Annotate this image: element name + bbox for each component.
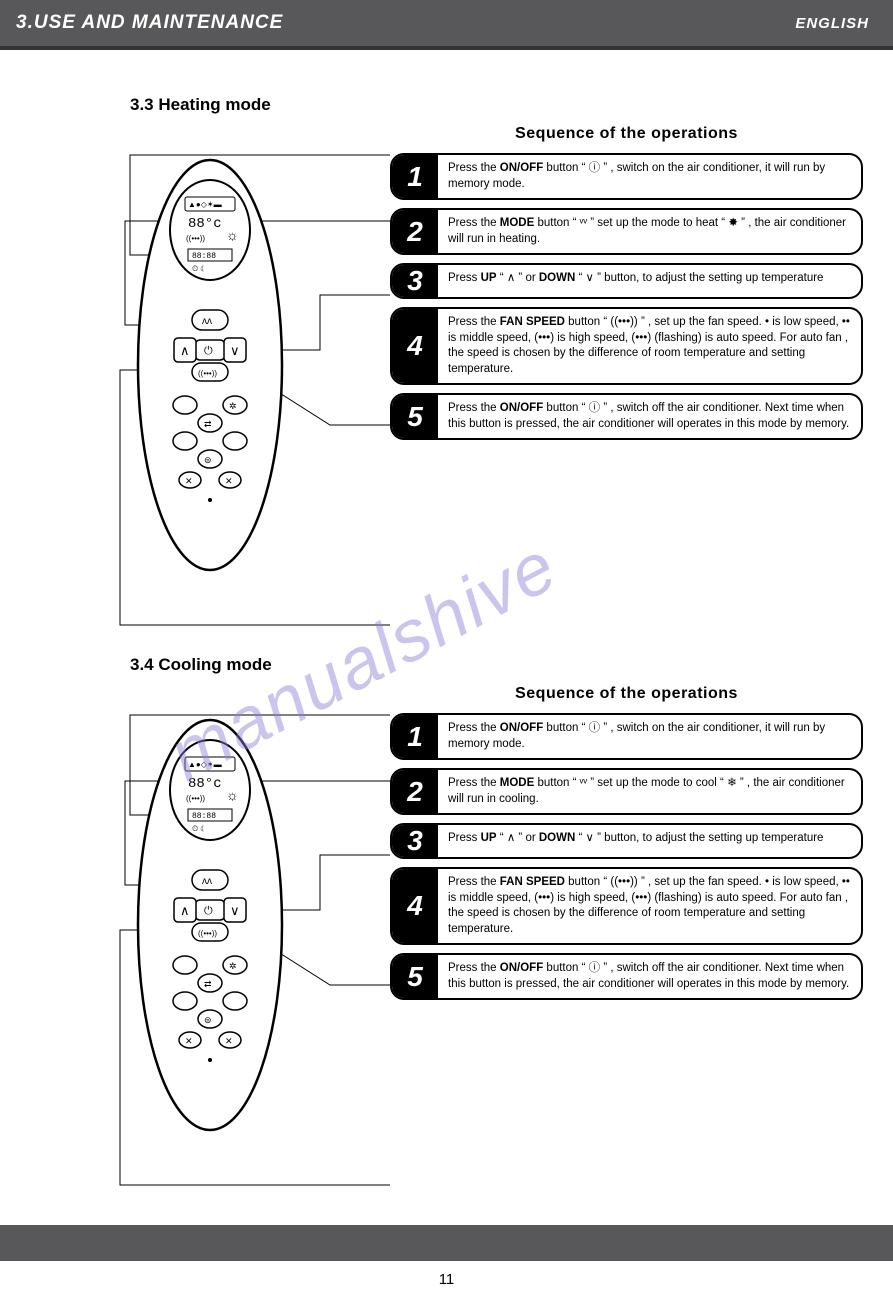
step-number: 5 <box>392 395 438 438</box>
svg-text:⏻: ⏻ <box>204 905 213 917</box>
step-heating-1: 1Press the ON/OFF button “ ⓘ ” , switch … <box>390 153 863 200</box>
svg-text:((•••)): ((•••)) <box>186 234 205 243</box>
step-number: 1 <box>392 715 438 758</box>
svg-text:✕: ✕ <box>225 1036 233 1046</box>
footer-bar <box>0 1225 893 1261</box>
svg-text:✲: ✲ <box>229 961 237 971</box>
heating-block: ▲●◇✶▬ 88°c ((•••)) ☼ 88:88 ⏲ ☾ ᴧᴧ ⏻ ∧ <box>30 125 863 625</box>
step-text: Press the FAN SPEED button “ ((•••)) ” ,… <box>438 869 861 943</box>
svg-text:☼: ☼ <box>226 787 239 803</box>
header-bar: 3.USE AND MAINTENANCE ENGLISH <box>0 0 893 50</box>
sequence-title-cooling: Sequence of the operations <box>390 685 863 703</box>
step-text: Press the MODE button “ ᵛᵛ ” set up the … <box>438 770 861 813</box>
step-text: Press the ON/OFF button “ ⓘ ” , switch o… <box>438 155 861 198</box>
svg-text:⇄: ⇄ <box>204 419 212 429</box>
svg-text:((•••)): ((•••)) <box>198 929 217 938</box>
svg-text:ᴧᴧ: ᴧᴧ <box>202 316 212 327</box>
svg-text:▲●◇✶▬: ▲●◇✶▬ <box>188 200 222 209</box>
svg-text:⏲ ☾: ⏲ ☾ <box>192 264 206 273</box>
page-content: manualshive 3.3 Heating mode ▲●◇✶▬ 88°c <box>0 50 893 1225</box>
svg-text:88:88: 88:88 <box>192 252 216 261</box>
remote-diagram-cooling: ▲●◇✶▬ 88°c ((•••)) ☼ 88:88 ⏲ ☾ ᴧᴧ ⏻ ∧ ∨ <box>130 715 290 1140</box>
step-cooling-4: 4Press the FAN SPEED button “ ((•••)) ” … <box>390 867 863 945</box>
svg-text:▲●◇✶▬: ▲●◇✶▬ <box>188 760 222 769</box>
section-title-heating: 3.3 Heating mode <box>130 95 863 115</box>
svg-text:∨: ∨ <box>230 343 240 358</box>
step-text: Press the ON/OFF button “ ⓘ ” , switch o… <box>438 715 861 758</box>
cooling-block: ▲●◇✶▬ 88°c ((•••)) ☼ 88:88 ⏲ ☾ ᴧᴧ ⏻ ∧ ∨ <box>30 685 863 1185</box>
step-number: 2 <box>392 210 438 253</box>
svg-text:✕: ✕ <box>225 476 233 486</box>
step-heating-3: 3Press UP “ ∧ ” or DOWN “ ∨ ” button, to… <box>390 263 863 299</box>
svg-text:✕: ✕ <box>185 476 193 486</box>
step-number: 2 <box>392 770 438 813</box>
step-heating-4: 4Press the FAN SPEED button “ ((•••)) ” … <box>390 307 863 385</box>
header-title: 3.USE AND MAINTENANCE <box>16 12 283 34</box>
svg-text:⊜: ⊜ <box>204 1015 212 1025</box>
step-heating-5: 5Press the ON/OFF button “ ⓘ ” , switch … <box>390 393 863 440</box>
step-number: 5 <box>392 955 438 998</box>
remote-column-cooling: ▲●◇✶▬ 88°c ((•••)) ☼ 88:88 ⏲ ☾ ᴧᴧ ⏻ ∧ ∨ <box>30 685 390 1185</box>
step-text: Press the ON/OFF button “ ⓘ ” , switch o… <box>438 955 861 998</box>
step-cooling-1: 1Press the ON/OFF button “ ⓘ ” , switch … <box>390 713 863 760</box>
step-cooling-3: 3Press UP “ ∧ ” or DOWN “ ∨ ” button, to… <box>390 823 863 859</box>
svg-text:88°c: 88°c <box>188 776 222 792</box>
svg-text:((•••)): ((•••)) <box>186 794 205 803</box>
svg-text:⏻: ⏻ <box>204 345 213 357</box>
section-title-cooling: 3.4 Cooling mode <box>130 655 863 675</box>
step-text: Press the MODE button “ ᵛᵛ ” set up the … <box>438 210 861 253</box>
remote-svg-cooling: ▲●◇✶▬ 88°c ((•••)) ☼ 88:88 ⏲ ☾ ᴧᴧ ⏻ ∧ ∨ <box>130 715 290 1135</box>
remote-column-heating: ▲●◇✶▬ 88°c ((•••)) ☼ 88:88 ⏲ ☾ ᴧᴧ ⏻ ∧ <box>30 125 390 625</box>
svg-text:✲: ✲ <box>229 401 237 411</box>
svg-text:((•••)): ((•••)) <box>198 369 217 378</box>
svg-text:⏲ ☾: ⏲ ☾ <box>192 824 206 833</box>
svg-text:88°c: 88°c <box>188 216 222 232</box>
step-number: 4 <box>392 869 438 943</box>
step-text: Press UP “ ∧ ” or DOWN “ ∨ ” button, to … <box>438 265 861 297</box>
header-language: ENGLISH <box>795 15 869 32</box>
step-heating-2: 2Press the MODE button “ ᵛᵛ ” set up the… <box>390 208 863 255</box>
sequence-title-heating: Sequence of the operations <box>390 125 863 143</box>
svg-text:∨: ∨ <box>230 903 240 918</box>
steps-column-heating: Sequence of the operations 1Press the ON… <box>390 125 863 625</box>
step-number: 3 <box>392 825 438 857</box>
svg-text:⊜: ⊜ <box>204 455 212 465</box>
step-text: Press UP “ ∧ ” or DOWN “ ∨ ” button, to … <box>438 825 861 857</box>
svg-text:∧: ∧ <box>180 903 190 918</box>
svg-text:☼: ☼ <box>226 227 239 243</box>
step-cooling-2: 2Press the MODE button “ ᵛᵛ ” set up the… <box>390 768 863 815</box>
step-number: 3 <box>392 265 438 297</box>
svg-text:ᴧᴧ: ᴧᴧ <box>202 876 212 887</box>
step-text: Press the FAN SPEED button “ ((•••)) ” ,… <box>438 309 861 383</box>
remote-diagram-heating: ▲●◇✶▬ 88°c ((•••)) ☼ 88:88 ⏲ ☾ ᴧᴧ ⏻ ∧ <box>130 155 290 580</box>
page-number: 11 <box>0 1261 893 1308</box>
step-text: Press the ON/OFF button “ ⓘ ” , switch o… <box>438 395 861 438</box>
svg-text:88:88: 88:88 <box>192 812 216 821</box>
svg-text:⇄: ⇄ <box>204 979 212 989</box>
step-number: 4 <box>392 309 438 383</box>
step-cooling-5: 5Press the ON/OFF button “ ⓘ ” , switch … <box>390 953 863 1000</box>
svg-text:✕: ✕ <box>185 1036 193 1046</box>
step-number: 1 <box>392 155 438 198</box>
steps-column-cooling: Sequence of the operations 1Press the ON… <box>390 685 863 1185</box>
remote-svg-heating: ▲●◇✶▬ 88°c ((•••)) ☼ 88:88 ⏲ ☾ ᴧᴧ ⏻ ∧ <box>130 155 290 575</box>
svg-text:∧: ∧ <box>180 343 190 358</box>
